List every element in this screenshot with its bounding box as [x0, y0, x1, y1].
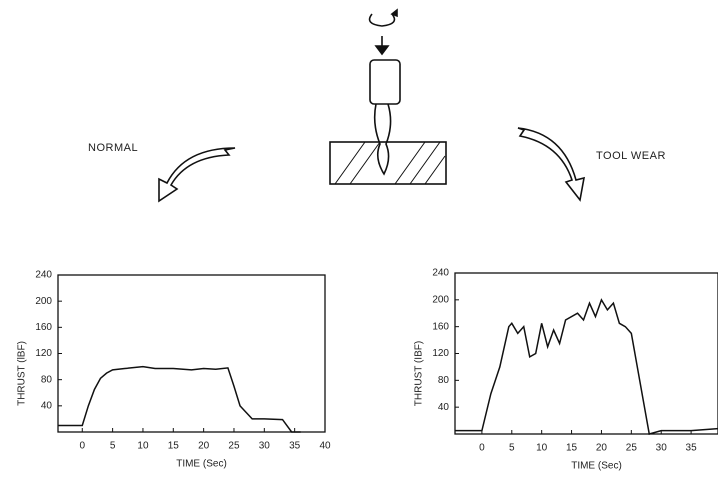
arrow-right [518, 128, 584, 200]
drill-bit [375, 104, 391, 174]
plot-frame [58, 275, 325, 432]
y-tick-label: 40 [41, 400, 53, 411]
x-tick-label: 25 [228, 441, 240, 452]
x-tick-label: 0 [79, 441, 85, 452]
x-tick-label: 30 [259, 441, 271, 452]
y-tick-label: 40 [438, 402, 450, 413]
chart-title: TOOL WEAR [596, 150, 666, 162]
drill-shank [370, 60, 400, 104]
y-tick-label: 160 [432, 321, 449, 332]
rotation-arrow [370, 14, 395, 26]
drill-illustration [159, 10, 584, 201]
thrust-line [455, 300, 718, 434]
x-tick-label: 5 [509, 443, 515, 454]
x-tick-label: 15 [566, 443, 578, 454]
x-tick-label: 10 [536, 443, 548, 454]
x-tick-label: 20 [596, 443, 608, 454]
rotation-head [392, 10, 397, 16]
y-tick-label: 120 [432, 348, 449, 359]
x-tick-label: 40 [319, 441, 331, 452]
y-axis-label: THRUST (lBF) [17, 341, 28, 406]
hatch [335, 142, 445, 184]
feed-arrow [376, 36, 388, 54]
x-axis-label: TIME (Sec) [176, 459, 227, 470]
y-tick-label: 200 [35, 296, 52, 307]
x-axis-label: TIME (Sec) [571, 461, 622, 472]
x-tick-label: 35 [686, 443, 698, 454]
y-tick-label: 80 [438, 375, 450, 386]
plot-frame [455, 273, 718, 434]
arrow-left [159, 148, 235, 201]
x-tick-label: 20 [198, 441, 210, 452]
x-tick-label: 5 [110, 441, 116, 452]
x-tick-label: 0 [479, 443, 485, 454]
y-tick-label: 240 [35, 270, 52, 281]
x-tick-label: 35 [289, 441, 301, 452]
chart-title: NORMAL [88, 142, 138, 154]
x-tick-label: 10 [137, 441, 149, 452]
x-tick-label: 30 [656, 443, 668, 454]
x-tick-label: 15 [168, 441, 180, 452]
y-axis-label: THRUST (IBF) [414, 341, 425, 406]
y-tick-label: 120 [35, 348, 52, 359]
y-tick-label: 80 [41, 374, 53, 385]
figure: NORMAL TIME (Sec) THRUST (lBF) 0 5 10 15 20 25 30… [0, 0, 718, 477]
y-tick-label: 160 [35, 322, 52, 333]
thrust-line [58, 367, 301, 432]
x-tick-label: 25 [626, 443, 638, 454]
y-tick-label: 240 [432, 268, 449, 279]
y-tick-label: 200 [432, 294, 449, 305]
